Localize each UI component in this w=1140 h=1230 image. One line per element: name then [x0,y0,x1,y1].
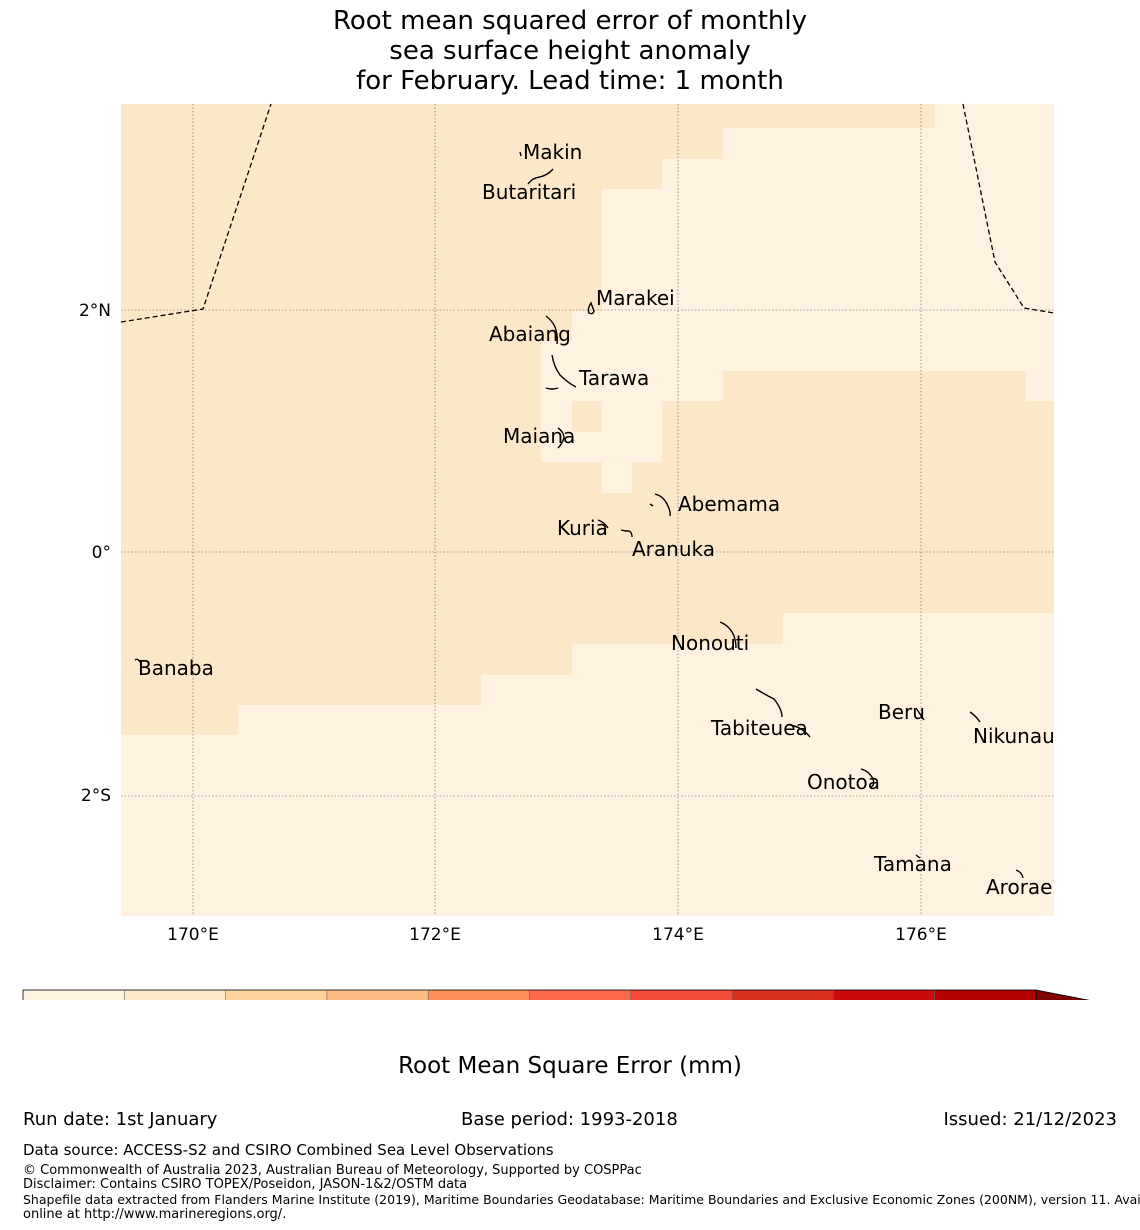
issued-date: Issued: 21/12/2023 [943,1109,1117,1130]
label-butaritari: Butaritari [482,180,576,204]
label-tarawa: Tarawa [578,366,649,390]
shapefile-credit-2: online at http://www.marineregions.org/. [23,1207,287,1222]
colorbar-segment [833,990,936,1000]
island-butaritari-shape [527,168,554,185]
island-nonouti-shape [719,621,737,649]
lat-tick-2n: 2°N [79,301,111,321]
lat-tick-0: 0° [92,543,111,563]
island-kuria-shape [597,519,609,529]
base-period: Base period: 1993-2018 [461,1109,678,1130]
colorbar-segment [326,990,429,1000]
colorbar: 00.030.060.090.120.150.180.210.240.270.3 [22,989,1090,1000]
island-tarawa-shape [545,354,577,390]
gridlines [121,104,1054,916]
label-marakei: Marakei [596,286,675,310]
shapefile-credit-1: Shapefile data extracted from Flanders M… [23,1192,1140,1207]
place-labels: Makin Butaritari Marakei Abaiang Tarawa … [138,140,1055,899]
colorbar-segment [934,990,1037,1000]
lon-tick-176: 176°E [895,925,947,945]
island-makin-shape [519,151,522,157]
island-arorae-shape [1015,869,1024,879]
island-abemama-shape [649,493,671,517]
label-beru: Beru [878,700,925,724]
field-cell-medium [121,104,1054,735]
island-onotoa-shape [860,768,875,788]
label-aranuka: Aranuka [632,537,715,561]
title-line-2: sea surface height anomaly [389,36,751,66]
copyright: © Commonwealth of Australia 2023, Austra… [23,1163,642,1178]
lon-tick-174: 174°E [652,925,704,945]
title-line-1: Root mean squared error of monthly [332,6,808,36]
eez-boundaries [120,103,1055,323]
colorbar-segment [529,990,632,1000]
island-nikunau-shape [969,711,981,723]
label-kuria: Kuria [557,516,608,540]
label-tabiteuea: Tabiteuea [710,716,808,740]
island-aranuka-shape [620,529,633,538]
label-banaba: Banaba [138,656,214,680]
colorbar-label: Root Mean Square Error (mm) [398,1053,742,1079]
colorbar-extension [1035,989,1090,1000]
island-abaiang-shape [545,315,559,345]
field-cell-medium-small [572,401,602,432]
run-date: Run date: 1st January [23,1109,218,1130]
label-arorae: Arorae [986,875,1052,899]
title-line-3: for February. Lead time: 1 month [356,66,784,96]
island-banaba-shape [134,658,141,663]
eez-boundary-west [120,103,272,323]
colorbar-segment [23,990,125,1000]
rmse-field [121,104,1054,916]
island-marakei-shape [587,301,595,315]
colorbar-segment [732,990,834,1000]
island-maiana-shape [557,427,565,449]
map-figure: Makin Butaritari Marakei Abaiang Tarawa … [22,103,1090,1000]
label-onotoa: Onotoa [807,770,880,794]
lon-tick-170: 170°E [167,925,219,945]
island-tabiteuea-shape [755,688,811,738]
colorbar-segment [225,990,328,1000]
colorbar-segment [630,990,733,1000]
label-makin: Makin [523,140,582,164]
island-tamana-shape [915,854,921,859]
colorbar-segment [124,990,227,1000]
island-beru-shape [915,707,925,721]
lat-tick-2s: 2°S [81,786,111,806]
lon-tick-172: 172°E [409,925,461,945]
islands [134,151,1024,879]
label-maiana: Maiana [503,424,575,448]
label-abemama: Abemama [678,492,780,516]
axis-labels: 170°E 172°E 174°E 176°E 2°N 0° 2°S [79,301,947,945]
eez-boundary-east [962,103,1055,314]
label-tamana: Tamana [873,852,952,876]
data-source: Data source: ACCESS-S2 and CSIRO Combine… [23,1141,554,1159]
label-nikunau: Nikunau [973,724,1055,748]
map-title: Root mean squared error of monthly sea s… [120,6,1020,96]
disclaimer: Disclaimer: Contains CSIRO TOPEX/Poseido… [23,1177,468,1192]
label-nonouti: Nonouti [671,631,749,655]
colorbar-segment [428,990,530,1000]
label-abaiang: Abaiang [489,322,571,346]
